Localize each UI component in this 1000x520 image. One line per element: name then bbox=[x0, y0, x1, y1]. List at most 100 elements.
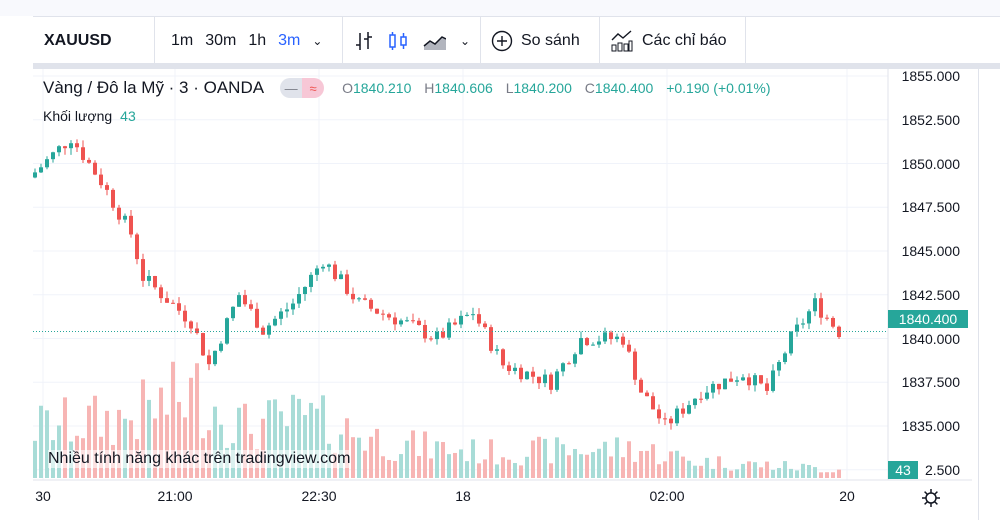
price-tick-label: 1845.000 bbox=[901, 243, 960, 259]
candle-body bbox=[597, 341, 601, 345]
volume-bar bbox=[513, 463, 517, 478]
candle-body bbox=[165, 298, 169, 303]
candle-body bbox=[519, 367, 523, 380]
compare-label: So sánh bbox=[521, 31, 580, 49]
volume-bar bbox=[381, 456, 385, 478]
candle-body bbox=[117, 207, 121, 220]
volume-bar bbox=[297, 398, 301, 478]
volume-bar bbox=[213, 406, 217, 478]
candle-body bbox=[465, 314, 469, 316]
compare-button[interactable]: So sánh bbox=[481, 17, 600, 64]
candle-body bbox=[675, 408, 679, 424]
volume-bar bbox=[651, 444, 655, 478]
volume-bar bbox=[645, 450, 649, 478]
chevron-down-icon[interactable]: ⌄ bbox=[312, 33, 323, 48]
candle-body bbox=[699, 398, 703, 400]
candle-body bbox=[279, 311, 283, 319]
volume-bar bbox=[777, 467, 781, 478]
volume-bar bbox=[711, 468, 715, 478]
volume-bar bbox=[669, 451, 673, 478]
candle-body bbox=[441, 331, 445, 338]
settings-gear-icon[interactable] bbox=[920, 487, 942, 509]
volume-bar bbox=[45, 410, 49, 478]
candle-body bbox=[207, 355, 211, 365]
close-value: 1840.400 bbox=[594, 80, 654, 96]
volume-bar bbox=[507, 459, 511, 478]
volume-bar bbox=[171, 361, 175, 478]
volume-badge: 43 bbox=[888, 461, 918, 479]
candle-body bbox=[471, 314, 475, 316]
volume-bar bbox=[813, 467, 817, 478]
volume-bar bbox=[765, 461, 769, 478]
price-tick-label: 1852.500 bbox=[901, 111, 960, 128]
timeframe-1m[interactable]: 1m bbox=[171, 31, 194, 49]
volume-bar bbox=[315, 408, 319, 478]
volume-bar bbox=[165, 414, 169, 478]
symbol-button[interactable]: XAUUSD bbox=[33, 17, 155, 64]
watermark[interactable]: Nhiều tính năng khác trên tradingview.co… bbox=[48, 450, 351, 468]
candle-body bbox=[693, 398, 697, 406]
bar-chart-icon[interactable] bbox=[353, 30, 373, 52]
candle-body bbox=[39, 167, 43, 173]
open-value: 1840.210 bbox=[352, 80, 412, 96]
volume-bar bbox=[459, 449, 463, 478]
candle-body bbox=[801, 323, 805, 325]
volume-bar bbox=[801, 463, 805, 478]
candle-body bbox=[69, 143, 73, 149]
hide-button[interactable]: — bbox=[280, 78, 303, 98]
candle-body bbox=[711, 383, 715, 393]
timeframe-1h[interactable]: 1h bbox=[248, 31, 267, 49]
volume-bar bbox=[357, 437, 361, 478]
price-tick-label: 1850.000 bbox=[901, 155, 960, 172]
volume-bar bbox=[789, 468, 793, 478]
candle-body bbox=[375, 308, 379, 314]
candle-body bbox=[255, 308, 259, 328]
candle-body bbox=[237, 295, 241, 307]
volume-bar bbox=[573, 448, 577, 478]
candle-body bbox=[459, 315, 463, 325]
indicators-button[interactable]: Các chỉ báo bbox=[600, 17, 746, 64]
candle-body bbox=[177, 303, 181, 311]
chevron-down-icon[interactable]: ⌄ bbox=[459, 33, 470, 48]
legend-toggle[interactable]: — ≈ bbox=[280, 78, 325, 98]
candle-body bbox=[495, 349, 499, 351]
candle-body bbox=[789, 331, 793, 354]
candle-body bbox=[513, 367, 517, 371]
candle-body bbox=[837, 326, 841, 338]
indicators-label: Các chỉ báo bbox=[642, 31, 727, 49]
volume-bar bbox=[483, 459, 487, 478]
volume-bar bbox=[345, 418, 349, 478]
volume-bar bbox=[141, 379, 145, 478]
candle-chart-icon[interactable] bbox=[387, 30, 408, 52]
wave-button[interactable]: ≈ bbox=[302, 78, 325, 98]
candle-body bbox=[747, 377, 751, 386]
volume-bar bbox=[753, 462, 757, 478]
candle-body bbox=[543, 374, 547, 384]
volume-bar bbox=[747, 461, 751, 478]
candle-body bbox=[315, 268, 319, 275]
candle-body bbox=[555, 371, 559, 390]
candle-body bbox=[633, 351, 637, 380]
candle-body bbox=[411, 320, 415, 322]
candle-body bbox=[501, 349, 505, 366]
candle-body bbox=[753, 375, 757, 386]
volume-bar bbox=[675, 450, 679, 478]
volume-legend: Khối lượng 43 bbox=[43, 108, 136, 124]
price-axis[interactable]: 1855.000 1852.500 1850.000 1847.500 1845.000… bbox=[888, 68, 972, 489]
candle-body bbox=[483, 323, 487, 328]
volume-bar bbox=[273, 399, 277, 478]
area-chart-icon[interactable] bbox=[422, 30, 446, 52]
candle-body bbox=[429, 338, 433, 340]
candle-body bbox=[309, 274, 313, 287]
candle-body bbox=[75, 143, 79, 148]
candle-body bbox=[363, 298, 367, 300]
timeframe-30m[interactable]: 30m bbox=[205, 31, 237, 49]
volume-bar bbox=[429, 458, 433, 478]
volume-bar bbox=[795, 470, 799, 478]
timeframe-3m[interactable]: 3m bbox=[278, 31, 301, 49]
time-tick-label: 20 bbox=[839, 488, 855, 504]
volume-bar bbox=[735, 469, 739, 478]
volume-bar bbox=[717, 456, 721, 478]
volume-bar bbox=[153, 418, 157, 478]
